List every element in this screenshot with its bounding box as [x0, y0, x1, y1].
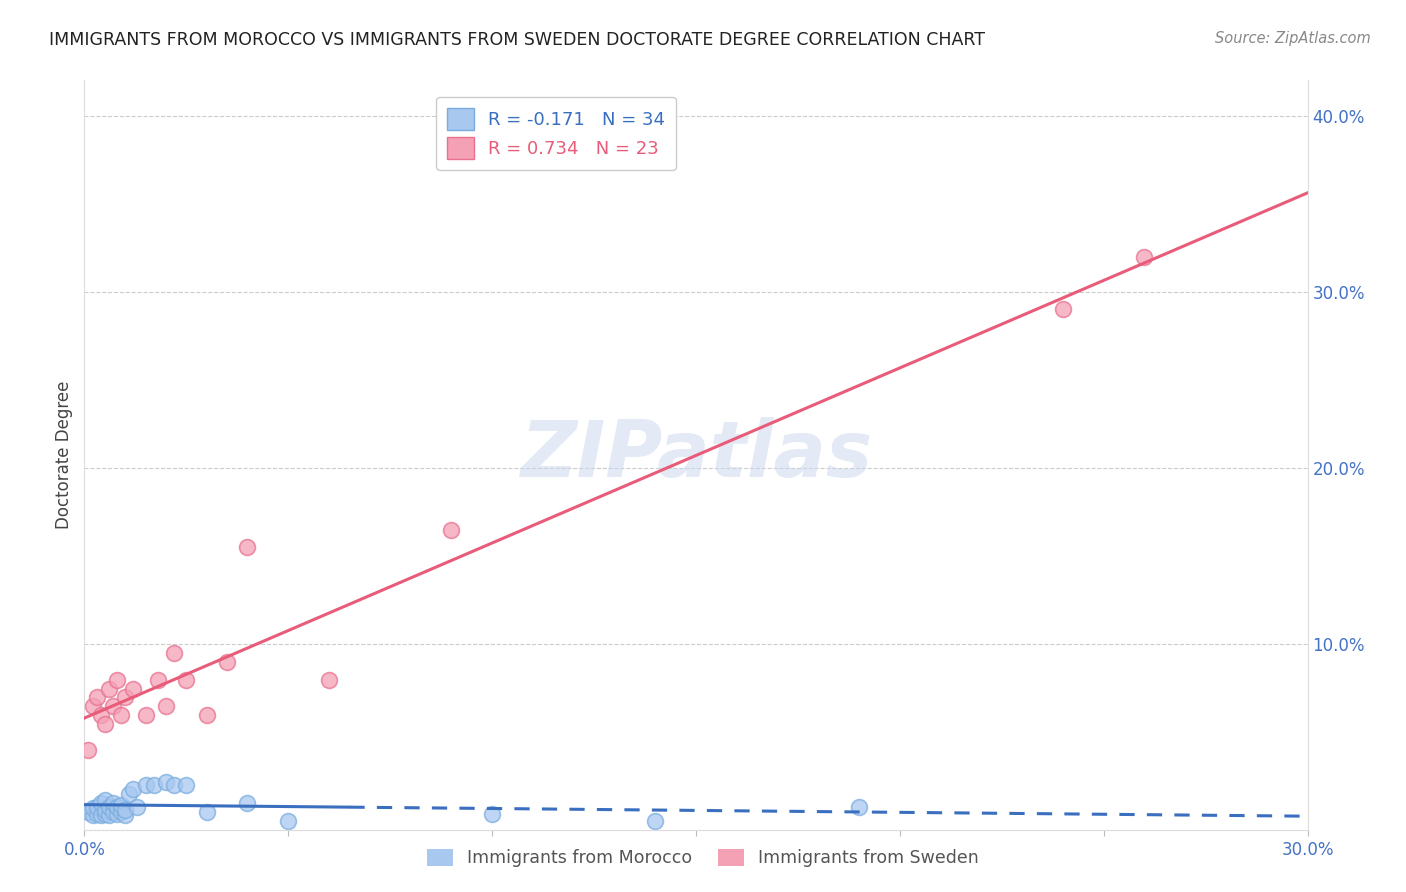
Point — [481, 806, 503, 821]
Point — [101, 805, 124, 819]
Point — [93, 792, 115, 806]
Point — [848, 799, 870, 814]
Point — [90, 708, 112, 723]
Point — [217, 655, 239, 669]
Point — [146, 673, 169, 687]
Point — [318, 673, 340, 687]
Legend: Immigrants from Morocco, Immigrants from Sweden: Immigrants from Morocco, Immigrants from… — [420, 842, 986, 874]
Point — [135, 779, 157, 793]
Point — [122, 681, 145, 696]
Point — [101, 699, 124, 714]
Text: ZIPatlas: ZIPatlas — [520, 417, 872, 493]
Point — [195, 805, 218, 819]
Point — [277, 814, 299, 828]
Point — [105, 673, 128, 687]
Text: IMMIGRANTS FROM MOROCCO VS IMMIGRANTS FROM SWEDEN DOCTORATE DEGREE CORRELATION C: IMMIGRANTS FROM MOROCCO VS IMMIGRANTS FR… — [49, 31, 986, 49]
Point — [86, 690, 108, 705]
Point — [174, 779, 197, 793]
Point — [155, 699, 177, 714]
Point — [105, 799, 128, 814]
Point — [142, 779, 165, 793]
Point — [440, 523, 463, 537]
Point — [97, 799, 120, 814]
Point — [174, 673, 197, 687]
Point — [114, 690, 136, 705]
Text: Source: ZipAtlas.com: Source: ZipAtlas.com — [1215, 31, 1371, 46]
Point — [1052, 302, 1074, 317]
Point — [118, 787, 141, 801]
Legend: R = -0.171   N = 34, R = 0.734   N = 23: R = -0.171 N = 34, R = 0.734 N = 23 — [436, 97, 676, 169]
Point — [97, 808, 120, 822]
Point — [163, 646, 186, 660]
Point — [110, 797, 132, 812]
Point — [97, 681, 120, 696]
Point — [195, 708, 218, 723]
Point — [86, 799, 108, 814]
Point — [1133, 250, 1156, 264]
Point — [644, 814, 666, 828]
Point — [236, 541, 259, 555]
Point — [236, 796, 259, 810]
Point — [77, 805, 100, 819]
Point — [110, 708, 132, 723]
Point — [163, 779, 186, 793]
Point — [135, 708, 157, 723]
Point — [93, 716, 115, 731]
Point — [105, 806, 128, 821]
Point — [90, 796, 112, 810]
Point — [77, 743, 100, 757]
Point — [114, 808, 136, 822]
Point — [86, 806, 108, 821]
Point — [114, 803, 136, 817]
Point — [110, 805, 132, 819]
Point — [82, 699, 104, 714]
Point — [82, 808, 104, 822]
Point — [93, 803, 115, 817]
Point — [101, 796, 124, 810]
Y-axis label: Doctorate Degree: Doctorate Degree — [55, 381, 73, 529]
Point — [93, 806, 115, 821]
Point — [155, 775, 177, 789]
Point — [122, 782, 145, 797]
Point — [90, 808, 112, 822]
Point — [82, 801, 104, 815]
Point — [127, 799, 149, 814]
